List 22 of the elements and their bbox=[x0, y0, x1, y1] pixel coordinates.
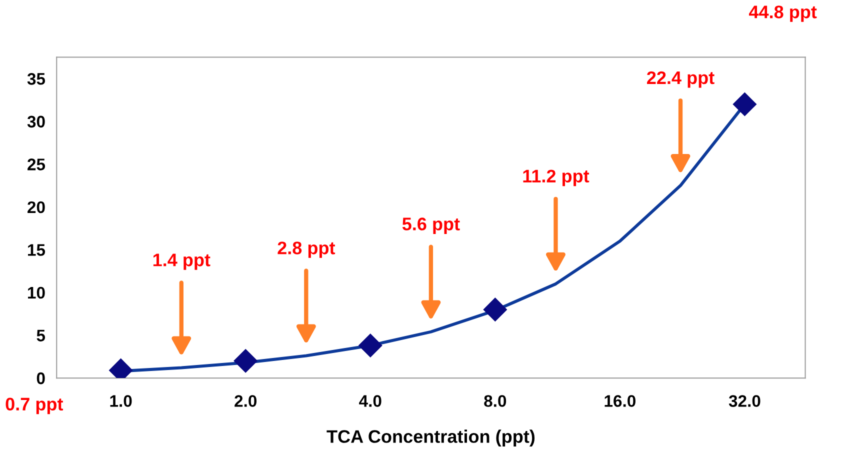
y-tick-label: 0 bbox=[36, 372, 45, 384]
annotation: 11.2 ppt bbox=[523, 170, 590, 186]
x-tick-label: 4.0 bbox=[359, 395, 382, 407]
y-tick-label: 30 bbox=[27, 116, 45, 128]
y-tick-label: 20 bbox=[28, 201, 45, 214]
annotation: 2.8 ppt bbox=[278, 242, 336, 258]
y-tick-label: 25 bbox=[28, 158, 46, 170]
x-tick-label: 1.0 bbox=[110, 395, 132, 407]
annotation: 22.4 ppt bbox=[647, 71, 714, 88]
y-tick-label: 10 bbox=[28, 286, 45, 299]
y-tick-label: 35 bbox=[27, 73, 46, 85]
annotation: 1.4 ppt bbox=[153, 254, 210, 270]
text: 0.7 ppt bbox=[6, 398, 64, 414]
x-tick-label: 2.0 bbox=[234, 395, 257, 407]
y-tick-label: 5 bbox=[36, 330, 46, 342]
text: 44.8 ppt bbox=[748, 6, 817, 22]
x-tick-label: 16.0 bbox=[604, 395, 636, 407]
annotation: 5.6 ppt bbox=[402, 218, 460, 234]
x-tick-label: 8.0 bbox=[484, 395, 506, 407]
x-tick-label: 32.0 bbox=[728, 395, 760, 407]
x-axis-title: TCA Concentration (ppt) bbox=[326, 430, 535, 446]
y-tick-label: 15 bbox=[28, 244, 46, 256]
